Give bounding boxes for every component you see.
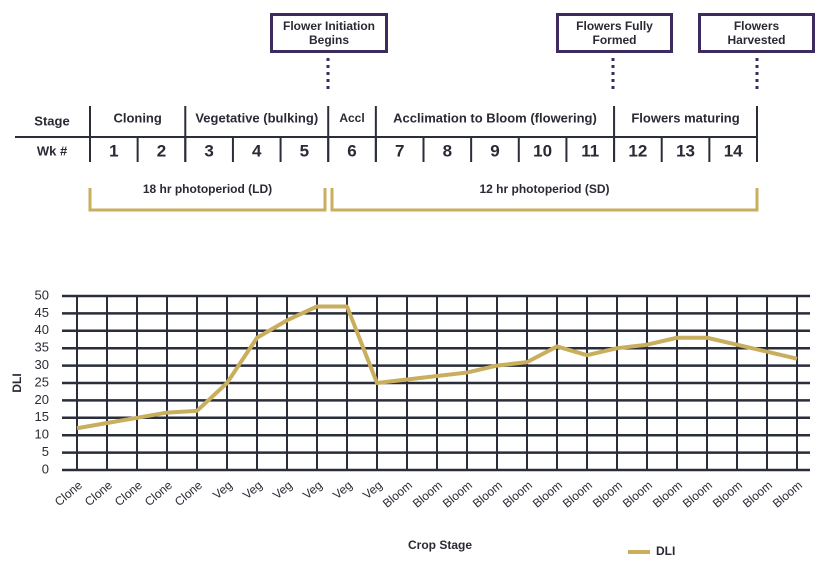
week-number: 11 bbox=[581, 141, 599, 160]
week-number: 5 bbox=[300, 141, 309, 160]
x-tick-label: Veg bbox=[330, 478, 355, 502]
y-tick-label: 30 bbox=[35, 357, 49, 372]
y-tick-label: 5 bbox=[42, 444, 49, 459]
week-number: 7 bbox=[395, 141, 404, 160]
stage-label: Cloning bbox=[113, 110, 161, 125]
legend-label: DLI bbox=[656, 544, 675, 558]
x-tick-label: Bloom bbox=[380, 478, 415, 511]
x-tick-label: Bloom bbox=[470, 478, 505, 511]
week-number: 10 bbox=[533, 141, 552, 160]
milestone: Flower Initiation Begins bbox=[270, 13, 388, 53]
stage-label: Vegetative (bulking) bbox=[195, 110, 318, 125]
week-number: 13 bbox=[676, 141, 695, 160]
x-tick-label: Bloom bbox=[500, 478, 535, 511]
milestone: Flowers Fully Formed bbox=[556, 13, 673, 53]
x-tick-label: Bloom bbox=[590, 478, 625, 511]
stage-label: Flowers maturing bbox=[631, 110, 739, 125]
data-line bbox=[76, 304, 798, 431]
y-tick-label: 20 bbox=[35, 392, 49, 407]
week-number: 2 bbox=[157, 141, 166, 160]
x-tick-label: Veg bbox=[240, 478, 265, 502]
x-tick-label: Bloom bbox=[680, 478, 715, 511]
week-number: 4 bbox=[252, 141, 262, 160]
week-number: 8 bbox=[443, 141, 452, 160]
photoperiod-bracket bbox=[88, 188, 327, 212]
x-tick-label: Clone bbox=[52, 478, 85, 509]
y-tick-label: 40 bbox=[35, 322, 49, 337]
y-tick-label: 25 bbox=[35, 374, 49, 389]
y-tick-label: 10 bbox=[35, 427, 49, 442]
x-tick-label: Bloom bbox=[710, 478, 745, 511]
x-tick-label: Bloom bbox=[620, 478, 655, 511]
row-label: Stage bbox=[34, 113, 69, 128]
x-tick-label: Veg bbox=[210, 478, 235, 502]
x-tick-label: Clone bbox=[112, 478, 145, 509]
week-number: 12 bbox=[628, 141, 647, 160]
milestone: Flowers Harvested bbox=[698, 13, 815, 53]
row-label: Wk # bbox=[37, 143, 68, 158]
week-number: 6 bbox=[347, 141, 356, 160]
week-number: 1 bbox=[109, 141, 118, 160]
x-tick-label: Bloom bbox=[770, 478, 805, 511]
x-axis-title: Crop Stage bbox=[408, 538, 472, 552]
y-axis-title: DLI bbox=[10, 373, 24, 392]
x-tick-label: Bloom bbox=[530, 478, 565, 511]
x-tick-label: Clone bbox=[142, 478, 175, 509]
week-number: 14 bbox=[724, 141, 743, 160]
y-tick-label: 35 bbox=[35, 340, 49, 355]
x-tick-label: Bloom bbox=[650, 478, 685, 511]
week-number: 9 bbox=[490, 141, 499, 160]
photoperiod-bracket bbox=[330, 188, 759, 212]
x-tick-label: Bloom bbox=[740, 478, 775, 511]
photoperiod-label: 12 hr photoperiod (SD) bbox=[480, 182, 610, 196]
stage-label: Accl bbox=[339, 111, 364, 125]
y-tick-label: 15 bbox=[35, 409, 49, 424]
x-tick-label: Veg bbox=[270, 478, 295, 502]
x-tick-label: Bloom bbox=[560, 478, 595, 511]
y-tick-label: 0 bbox=[42, 461, 49, 476]
week-number: 3 bbox=[204, 141, 213, 160]
x-tick-label: Veg bbox=[300, 478, 325, 502]
photoperiod-label: 18 hr photoperiod (LD) bbox=[143, 182, 272, 196]
stage-label: Acclimation to Bloom (flowering) bbox=[393, 110, 597, 125]
y-tick-label: 45 bbox=[35, 305, 49, 320]
x-tick-label: Clone bbox=[172, 478, 205, 509]
x-tick-label: Clone bbox=[82, 478, 115, 509]
x-tick-label: Bloom bbox=[440, 478, 475, 511]
y-tick-label: 50 bbox=[35, 287, 49, 302]
x-tick-label: Bloom bbox=[410, 478, 445, 511]
